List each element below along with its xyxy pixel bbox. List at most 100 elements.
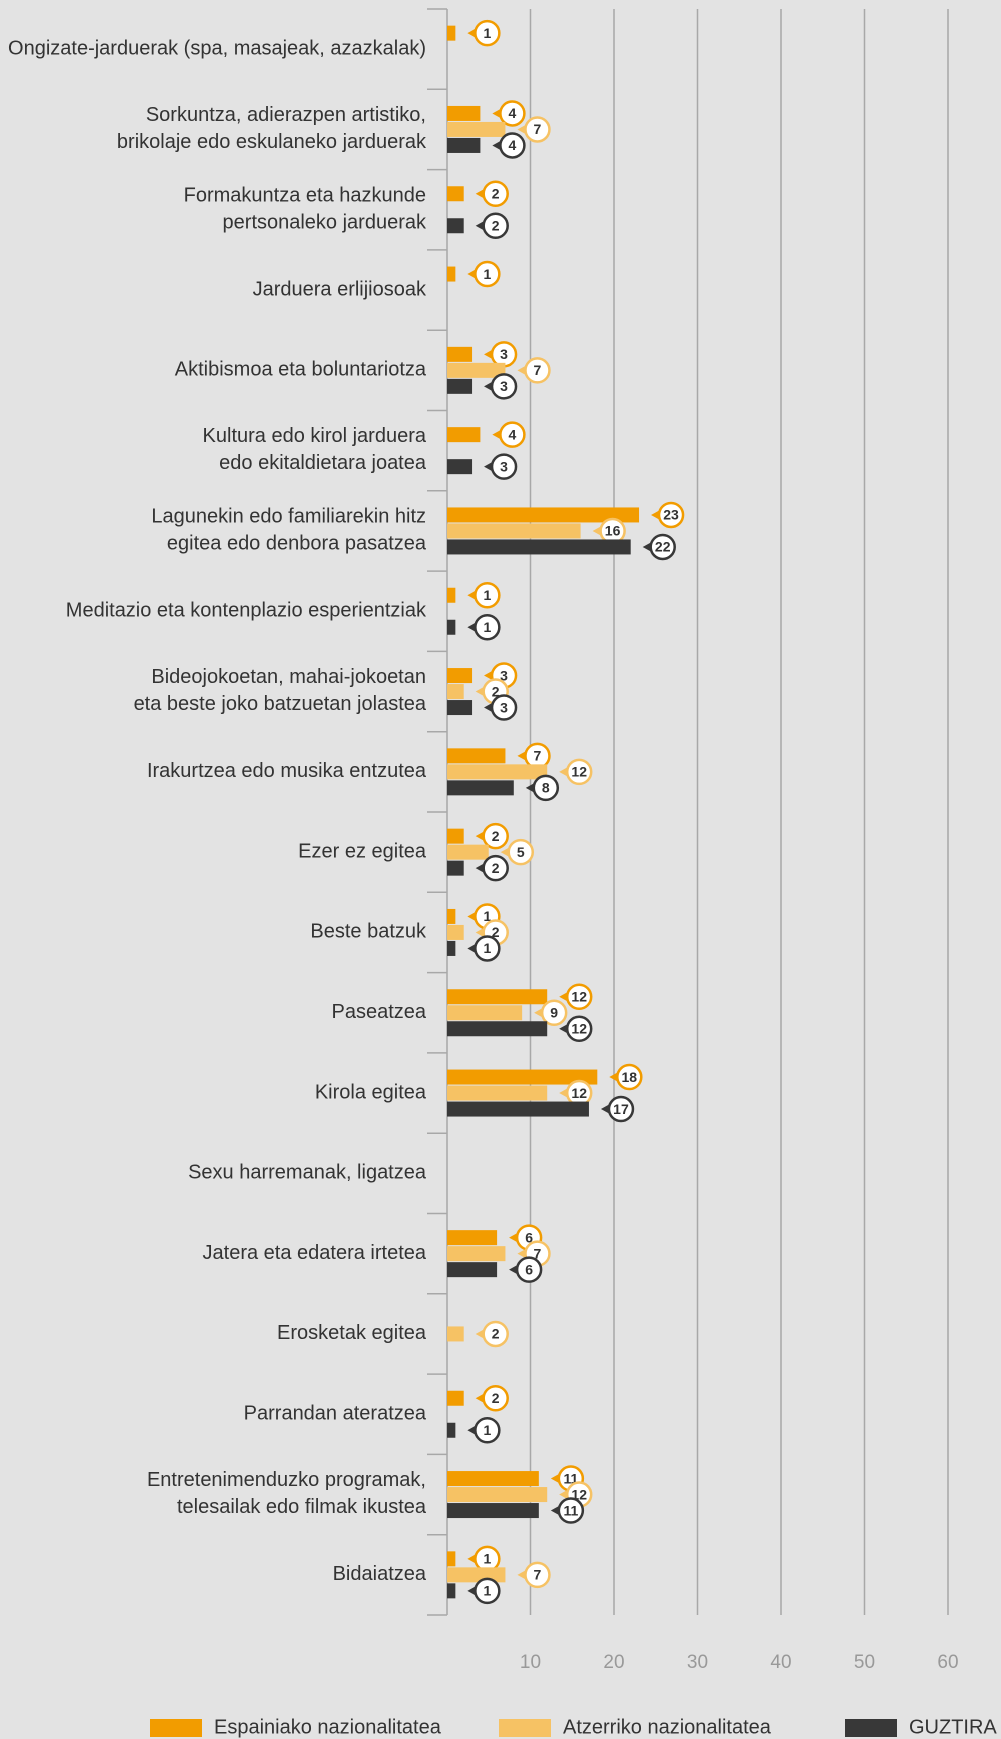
- label-pointer: [592, 525, 602, 536]
- label-pointer: [509, 1264, 519, 1275]
- label-circle: [557, 1497, 585, 1524]
- value-label: 2: [492, 217, 500, 233]
- label-pointer: [534, 1007, 544, 1018]
- legend-swatch: [499, 1719, 551, 1737]
- value-label: 11: [563, 1502, 578, 1518]
- label-circle: [499, 132, 526, 159]
- bar: [447, 668, 473, 684]
- label-pointer: [475, 927, 485, 938]
- label-circle: [657, 501, 685, 529]
- label-circle: [499, 100, 526, 127]
- label-pointer: [651, 509, 661, 520]
- value-label: 2: [492, 683, 500, 699]
- bar: [447, 1246, 506, 1262]
- value-label: 12: [571, 764, 587, 780]
- value-label: 16: [605, 523, 621, 539]
- label-pointer: [475, 1393, 485, 1404]
- bar: [447, 908, 456, 924]
- bar: [447, 1230, 498, 1246]
- bar: [447, 186, 464, 202]
- bar: [447, 507, 640, 523]
- label-pointer: [475, 863, 485, 874]
- label-circle: [482, 180, 509, 207]
- category-label: Kirola egitea: [315, 1081, 427, 1103]
- bar: [447, 1085, 548, 1101]
- category-label: Jarduera erlijiosoak: [253, 278, 427, 300]
- bar: [447, 427, 481, 443]
- bar: [447, 459, 473, 475]
- value-label: 2: [492, 860, 500, 876]
- bar: [447, 218, 464, 234]
- bar: [447, 684, 464, 700]
- value-label: 1: [483, 25, 491, 41]
- x-tick-label: 10: [520, 1652, 541, 1673]
- category-label: Paseatzea: [331, 1001, 426, 1023]
- label-pointer: [475, 831, 485, 842]
- category-label: Beste batzuk: [310, 921, 427, 943]
- value-label: 9: [550, 1004, 558, 1020]
- category-label: Bideojokoetan, mahai-jokoetan eta beste j…: [134, 666, 427, 715]
- legend-label: Espainiako nazionalitatea: [214, 1716, 442, 1738]
- label-pointer: [517, 1248, 527, 1259]
- label-pointer: [484, 381, 494, 392]
- label-circle: [515, 1256, 543, 1283]
- bar: [447, 1069, 598, 1085]
- label-circle: [565, 983, 593, 1010]
- value-label: 4: [509, 105, 517, 121]
- label-circle: [474, 260, 501, 288]
- value-label: 2: [492, 185, 500, 201]
- label-circle: [616, 1063, 643, 1091]
- bar: [447, 844, 489, 860]
- value-label: 2: [492, 1326, 500, 1342]
- label-circle: [490, 453, 518, 480]
- label-pointer: [484, 670, 494, 681]
- label-pointer: [600, 1104, 610, 1115]
- value-label: 7: [534, 121, 542, 137]
- bar: [447, 1567, 506, 1583]
- label-pointer: [475, 1328, 485, 1339]
- x-tick-label: 20: [603, 1652, 624, 1673]
- label-circle: [490, 694, 518, 721]
- label-circle: [565, 1015, 593, 1042]
- value-label: 2: [492, 924, 500, 940]
- value-label: 6: [525, 1261, 533, 1277]
- category-label: Erosketak egitea: [277, 1322, 427, 1344]
- bar: [447, 378, 473, 394]
- value-label: 12: [571, 1085, 587, 1101]
- bar: [447, 1005, 523, 1021]
- category-label: Jatera eta edatera irtetea: [203, 1242, 427, 1264]
- bar: [447, 780, 514, 796]
- label-circle: [482, 212, 509, 239]
- bar: [447, 989, 548, 1005]
- value-label: 2: [492, 828, 500, 844]
- value-label: 7: [534, 1245, 542, 1261]
- label-pointer: [475, 220, 485, 231]
- value-label: 6: [525, 1229, 533, 1245]
- value-label: 1: [483, 266, 491, 282]
- category-label: Entretenimenduzko programak, telesailak e…: [147, 1469, 427, 1518]
- label-pointer: [475, 686, 485, 697]
- value-label: 1: [483, 1422, 491, 1438]
- bar: [447, 940, 456, 956]
- label-pointer: [500, 847, 510, 858]
- label-circle: [524, 1561, 551, 1589]
- label-pointer: [467, 590, 477, 601]
- bar: [447, 1422, 456, 1438]
- bar: [447, 121, 506, 137]
- bar: [447, 1487, 548, 1503]
- label-circle: [532, 774, 560, 802]
- category-label: Ezer ez egitea: [298, 840, 427, 862]
- label-pointer: [475, 188, 485, 199]
- category-label: Sorkuntza, adierazpen artistiko, brikolaj…: [117, 104, 427, 153]
- bar: [447, 619, 456, 635]
- label-circle: [490, 373, 518, 400]
- legend-label: Atzerriko nazionalitatea: [563, 1716, 772, 1738]
- bar: [447, 764, 548, 780]
- value-label: 3: [500, 458, 508, 474]
- bar: [447, 523, 581, 539]
- value-label: 1: [483, 587, 491, 603]
- label-pointer: [467, 269, 477, 280]
- label-pointer: [559, 766, 569, 777]
- bar: [447, 362, 506, 378]
